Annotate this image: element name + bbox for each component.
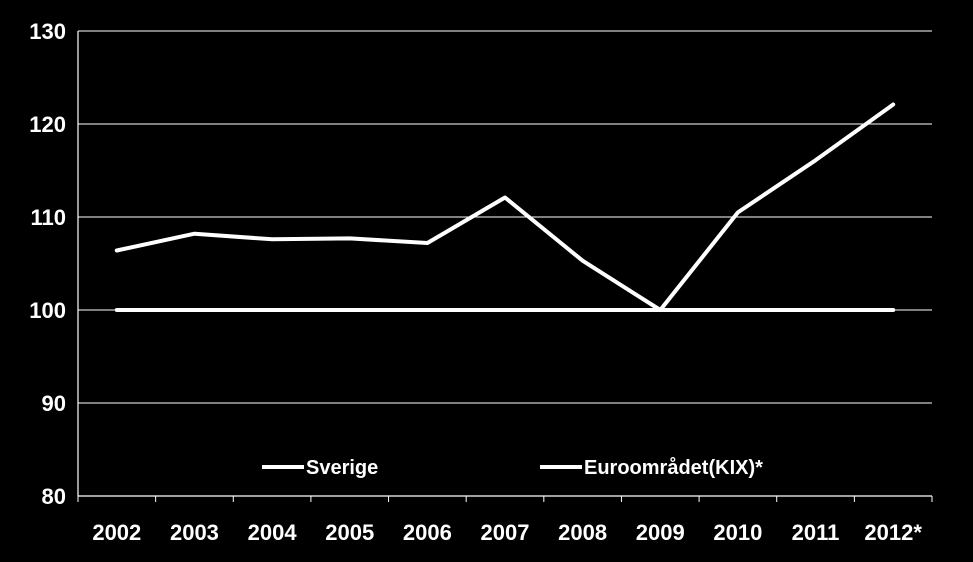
x-tick-label-2008: 2008 [558, 520, 607, 545]
y-tick-label-100: 100 [29, 298, 66, 323]
x-tick-label-2007: 2007 [481, 520, 530, 545]
series-line-0 [114, 102, 896, 312]
x-tick-label-2003: 2003 [170, 520, 219, 545]
x-axis-tick-labels: 2002 2003 2004 2005 2006 2007 2008 2009 2010 2011… [92, 520, 922, 545]
x-tick-label-2005: 2005 [325, 520, 374, 545]
y-axis-tick-labels: 80 90 100 110 120 130 [29, 19, 66, 509]
x-tick-label-2006: 2006 [403, 520, 452, 545]
y-tick-label-120: 120 [29, 112, 66, 137]
y-tick-label-130: 130 [29, 19, 66, 44]
axes [77, 31, 933, 502]
x-tick-label-2002: 2002 [92, 520, 141, 545]
y-tick-label-90: 90 [42, 391, 66, 416]
y-tick-label-110: 110 [31, 205, 67, 230]
gridlines [78, 30, 932, 404]
legend-label-1: Euroområdet(KIX)* [584, 456, 763, 479]
legend: Sverige Euroområdet(KIX)* [262, 456, 763, 479]
legend-label-0: Sverige [306, 457, 378, 479]
series-lines [114, 102, 896, 312]
x-tick-label-2010: 2010 [713, 520, 762, 545]
x-tick-label-2011: 2011 [792, 520, 840, 545]
y-tick-label-80: 80 [42, 484, 66, 509]
x-tick-label-2012star: 2012* [864, 520, 922, 545]
x-tick-label-2004: 2004 [248, 520, 298, 545]
x-tick-label-2009: 2009 [636, 520, 685, 545]
